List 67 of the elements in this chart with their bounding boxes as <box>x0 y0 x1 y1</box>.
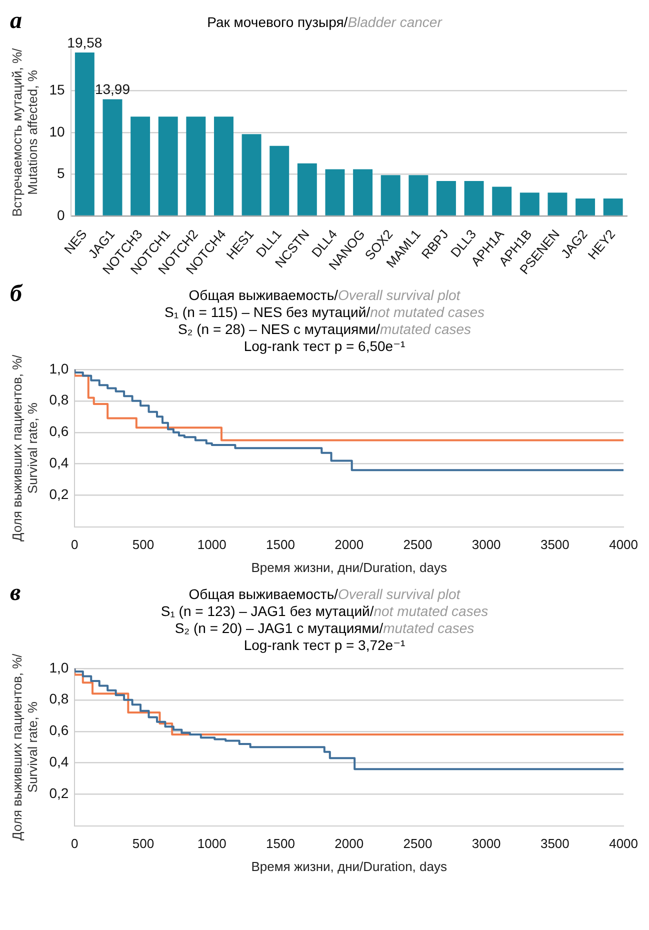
x-tick-label: 3500 <box>540 537 570 552</box>
y-tick-label: 10 <box>49 123 65 140</box>
chart-subtitle: S₁ (n = 123) – JAG1 без мутаций/not mutated cases S₂ (n = 20) – JAG1 с мутациями/mutated cases Log-rank тест p = 3,72e⁻¹ <box>160 603 490 654</box>
y-tick-label: 0,8 <box>49 392 69 408</box>
y-tick-label: 0,6 <box>49 722 69 738</box>
y-tick-label: 1,0 <box>49 659 69 676</box>
y-tick-label: 0,2 <box>49 486 69 502</box>
y-tick-label: 0,2 <box>49 785 69 802</box>
bar <box>603 198 623 216</box>
x-tick-label: 2000 <box>334 836 364 852</box>
bar <box>270 146 290 216</box>
bar <box>353 169 373 216</box>
y-tick-label: 1,0 <box>49 360 69 376</box>
chart-title: Рак мочевого пузыря/Bladder cancer <box>207 14 442 30</box>
data-label: 19,58 <box>67 34 102 50</box>
x-tick-label: 3000 <box>472 836 501 852</box>
chart-title: Общая выживаемость/Overall survival plot <box>188 586 460 602</box>
bar <box>464 180 484 216</box>
y-tick-label: 0,4 <box>49 454 69 471</box>
x-tick-label: 2000 <box>334 537 364 552</box>
x-tick-label: 0 <box>71 836 78 852</box>
x-tick-label: 0 <box>71 537 78 552</box>
bar <box>242 134 262 216</box>
x-tick-label: 4000 <box>609 836 638 852</box>
bar <box>492 186 512 216</box>
x-tick-label: 500 <box>132 836 154 852</box>
chart-subtitle: S₁ (n = 115) – NES без мутаций/not mutated cases S₂ (n = 28) – NES с мутациями/mutated cases Log-rank тест p = 6,50e⁻¹ <box>163 304 486 355</box>
bar <box>408 175 428 216</box>
bar <box>436 180 456 216</box>
y-tick-label: 0 <box>56 206 65 223</box>
bar <box>380 175 400 216</box>
data-label: 13,99 <box>94 81 130 98</box>
x-axis-title: Время жизни, дни/Duration, days <box>251 560 448 575</box>
x-tick-label: 500 <box>132 537 154 552</box>
y-tick-label: 5 <box>56 165 65 182</box>
x-tick-label: 1500 <box>266 537 295 552</box>
bar <box>102 99 122 216</box>
y-tick-label: 0,6 <box>49 423 69 440</box>
x-tick-label: 2500 <box>403 836 432 852</box>
bar <box>576 198 596 216</box>
x-tick-label: 4000 <box>609 537 638 552</box>
y-tick-label: 0,8 <box>49 690 69 707</box>
x-tick-label: 2500 <box>403 537 432 552</box>
bar <box>186 116 206 216</box>
bar <box>74 52 94 216</box>
bar <box>325 169 345 216</box>
x-tick-label: 1500 <box>266 836 295 852</box>
bar <box>297 163 317 216</box>
bar <box>214 116 234 216</box>
bar <box>520 192 540 216</box>
y-axis-title: Встречаемость мутаций, %/Mutations affected, % <box>9 48 40 217</box>
y-axis-title: Доля выживших пациентов, %/Survival rate, % <box>9 653 40 840</box>
text: а <box>10 8 22 35</box>
y-tick-label: 15 <box>49 82 65 98</box>
bar <box>548 192 568 216</box>
y-axis-title: Доля выживших пациентов, %/Survival rate, % <box>9 354 40 542</box>
y-tick-label: 0,4 <box>49 754 69 770</box>
chart-title: Общая выживаемость/Overall survival plot <box>188 287 460 303</box>
bar <box>130 116 150 216</box>
x-tick-label: 3500 <box>540 836 570 852</box>
x-axis-title: Время жизни, дни/Duration, days <box>251 858 448 874</box>
x-tick-label: 1000 <box>197 836 226 852</box>
bar <box>158 116 178 216</box>
text: б <box>10 281 22 308</box>
x-tick-label: 3000 <box>472 537 501 552</box>
x-tick-label: 1000 <box>197 537 226 552</box>
text: в <box>10 580 21 607</box>
